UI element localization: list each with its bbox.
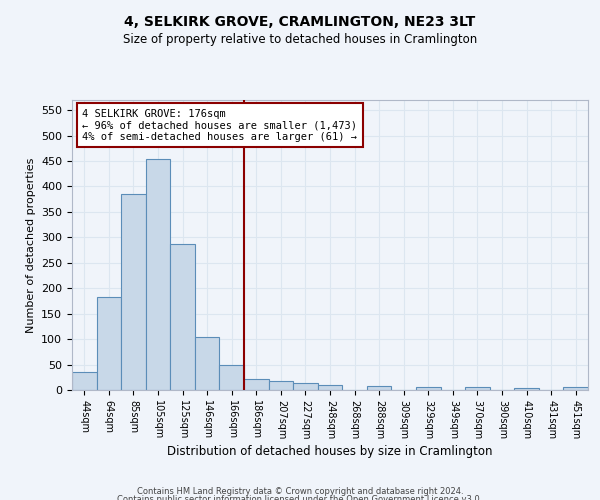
Bar — [465, 388, 490, 390]
Bar — [514, 388, 539, 390]
Bar — [146, 158, 170, 390]
Bar — [318, 385, 342, 390]
Bar — [293, 384, 318, 390]
Bar — [244, 379, 269, 390]
Bar — [97, 297, 121, 390]
Bar — [220, 364, 244, 390]
Y-axis label: Number of detached properties: Number of detached properties — [26, 158, 35, 332]
Bar — [121, 194, 146, 390]
Bar — [170, 244, 195, 390]
Bar — [195, 336, 220, 390]
Text: Contains HM Land Registry data © Crown copyright and database right 2024.: Contains HM Land Registry data © Crown c… — [137, 488, 463, 496]
Bar — [563, 388, 588, 390]
Text: Size of property relative to detached houses in Cramlington: Size of property relative to detached ho… — [123, 32, 477, 46]
X-axis label: Distribution of detached houses by size in Cramlington: Distribution of detached houses by size … — [167, 445, 493, 458]
Bar — [269, 381, 293, 390]
Text: Contains public sector information licensed under the Open Government Licence v3: Contains public sector information licen… — [118, 495, 482, 500]
Text: 4 SELKIRK GROVE: 176sqm
← 96% of detached houses are smaller (1,473)
4% of semi-: 4 SELKIRK GROVE: 176sqm ← 96% of detache… — [82, 108, 358, 142]
Bar — [367, 386, 391, 390]
Text: 4, SELKIRK GROVE, CRAMLINGTON, NE23 3LT: 4, SELKIRK GROVE, CRAMLINGTON, NE23 3LT — [124, 15, 476, 29]
Bar — [72, 372, 97, 390]
Bar — [416, 387, 440, 390]
